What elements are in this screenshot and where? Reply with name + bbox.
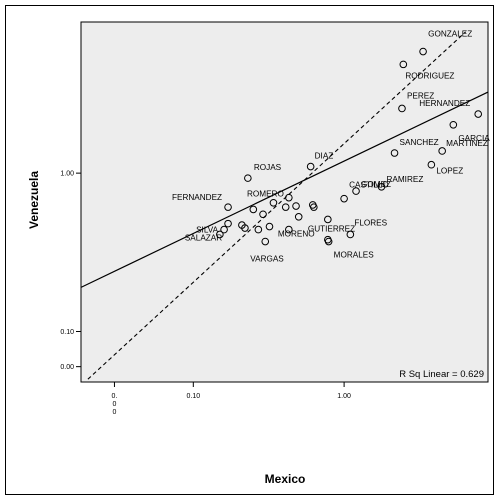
data-point [294, 213, 303, 221]
data-point [438, 147, 446, 155]
data-point [399, 60, 408, 69]
point-label: RAMIREZ [386, 175, 423, 184]
data-point [249, 205, 258, 214]
point-label: GOMEZ [361, 180, 391, 189]
data-point [216, 230, 224, 239]
data-point [324, 237, 333, 246]
data-point [306, 162, 315, 171]
point-label: FERNANDEZ [172, 193, 222, 202]
x-tick-label: 0 [113, 401, 117, 408]
data-point [352, 187, 360, 195]
data-point [224, 219, 232, 228]
fit-line [81, 91, 488, 288]
point-label: ROJAS [254, 163, 282, 172]
point-label: SALAZAR [185, 233, 222, 242]
data-point [285, 225, 293, 234]
data-point [340, 194, 348, 203]
y-tick-label: 0.00 [60, 364, 74, 371]
data-point [254, 225, 263, 234]
point-label: GARCIA [458, 134, 490, 143]
x-axis-title: Mexico [265, 472, 306, 486]
data-point [310, 203, 318, 211]
data-point [292, 202, 300, 210]
data-point [398, 104, 406, 113]
y-tick-label: 0.10 [60, 329, 74, 336]
data-point [241, 224, 249, 232]
data-point [419, 47, 427, 56]
data-point [346, 230, 355, 239]
data-point [265, 222, 274, 231]
plot-area [80, 21, 489, 383]
point-label: LOPEZ [436, 167, 463, 176]
data-point [281, 203, 290, 211]
data-point [427, 160, 436, 169]
point-label: RODRIGUEZ [405, 71, 454, 80]
point-label: MARTINEZ [446, 139, 488, 148]
point-label: SANCHEZ [400, 138, 439, 147]
x-tick-label: 0.10 [186, 393, 200, 400]
point-label: GONZALEZ [428, 30, 472, 39]
data-point [390, 149, 399, 157]
y-tick-label: 1.00 [60, 171, 74, 178]
point-label: CASTILLO [349, 181, 389, 190]
point-label: MORALES [334, 251, 375, 260]
data-point [224, 203, 232, 211]
data-point [259, 210, 267, 219]
r-squared-label: R Sq Linear = 0.629 [399, 369, 484, 380]
reference-line [87, 31, 467, 380]
x-tick-label: 1.00 [337, 393, 351, 400]
point-label: SILVA [196, 226, 219, 235]
point-label: FLORES [354, 218, 387, 227]
data-point [474, 110, 483, 118]
point-label: HERNANDEZ [419, 99, 470, 108]
data-point [324, 215, 332, 224]
data-point [261, 237, 270, 246]
data-point [269, 198, 278, 207]
point-label: MORENO [278, 230, 315, 239]
x-tick-label: 0 [113, 409, 117, 416]
data-point [377, 182, 386, 191]
point-label: GUTIERREZ [308, 225, 355, 234]
data-point [449, 120, 458, 129]
data-point [220, 225, 228, 234]
point-label: VARGAS [250, 255, 284, 264]
y-axis-title: Venezuela [27, 171, 41, 229]
x-tick-label: 0. [112, 393, 118, 400]
point-label: PEREZ [407, 91, 434, 100]
data-point [244, 174, 252, 182]
point-label: ROMERO [247, 190, 284, 199]
point-label: DIAZ [315, 152, 334, 161]
data-point [285, 193, 293, 202]
